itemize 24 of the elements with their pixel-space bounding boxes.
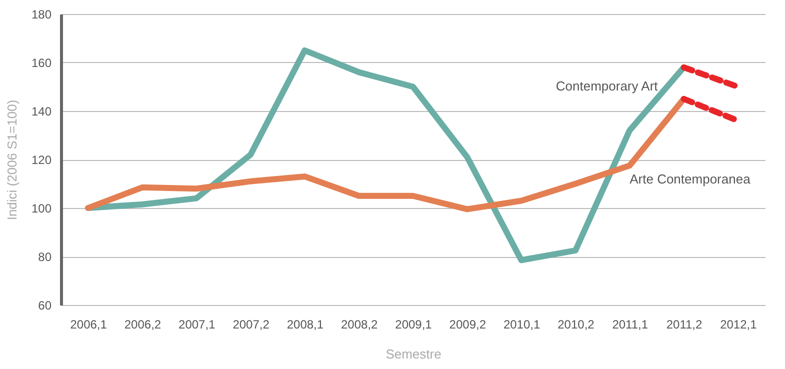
y-axis-title: Indici (2006 S1=100) <box>4 100 20 220</box>
x-tick-label: 2007,2 <box>232 318 270 332</box>
series-label: Arte Contemporanea <box>630 172 752 187</box>
x-tick-label: 2009,2 <box>449 318 486 332</box>
y-tick-label: 140 <box>31 104 52 118</box>
x-tick-label: 2007,1 <box>178 318 216 332</box>
y-tick-label: 160 <box>31 56 52 70</box>
series-label: Contemporary Art <box>556 78 658 94</box>
x-tick-label: 2011,2 <box>666 318 702 332</box>
x-tick-label: 2012,1 <box>720 318 758 332</box>
y-tick-label: 100 <box>31 202 52 216</box>
x-tick-label: 2011,1 <box>612 318 648 332</box>
x-tick-label: 2006,1 <box>70 318 108 332</box>
y-tick-label: 80 <box>38 250 52 264</box>
y-tick-label: 180 <box>31 8 52 22</box>
x-tick-label: 2008,2 <box>340 318 378 332</box>
y-tick-label: 120 <box>31 153 52 167</box>
x-tick-label: 2010,1 <box>503 318 540 332</box>
x-tick-label: 2006,2 <box>124 318 162 332</box>
x-tick-label: 2010,2 <box>558 318 595 332</box>
x-axis-title: Semestre <box>386 346 442 362</box>
x-tick-label: 2009,1 <box>395 318 432 332</box>
y-tick-label: 60 <box>38 298 52 312</box>
x-tick-label: 2008,1 <box>286 318 324 332</box>
